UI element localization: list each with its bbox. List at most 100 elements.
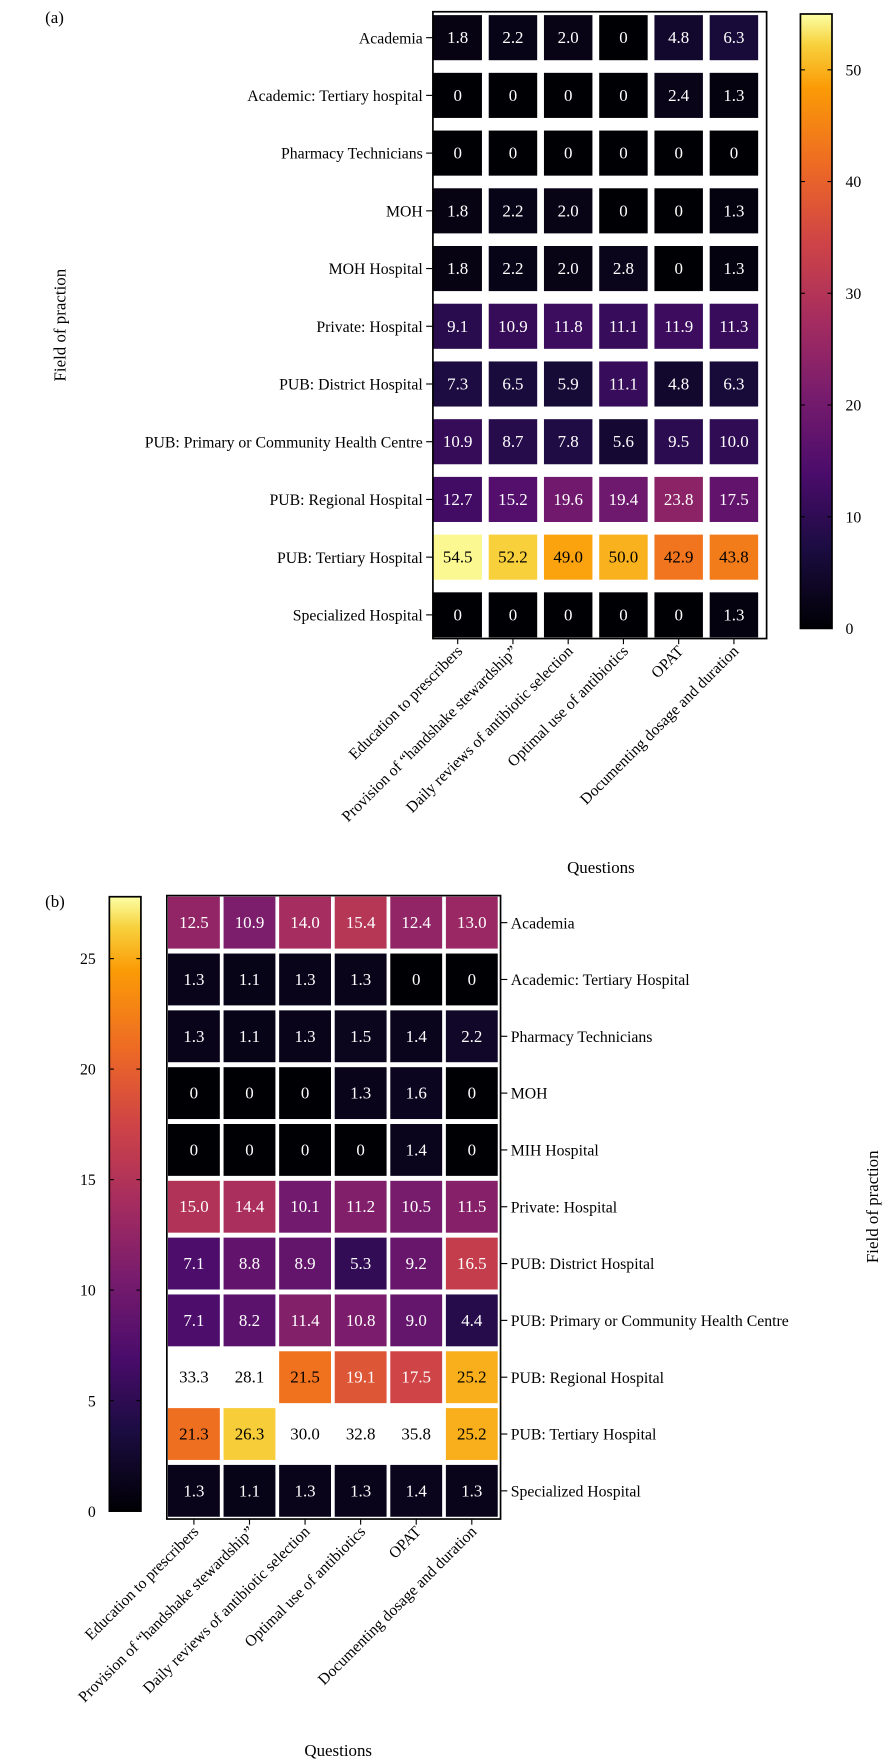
cell-value-label: 1.3	[294, 1027, 315, 1046]
heatmap-cell	[445, 1237, 498, 1290]
y-tick-label: Academia	[359, 30, 423, 47]
heatmap-cell	[433, 246, 482, 292]
panel-label: (b)	[45, 892, 65, 911]
heatmap-cell	[223, 1180, 276, 1233]
heatmap-cell	[390, 1464, 443, 1517]
cell-value-label: 8.9	[294, 1254, 315, 1273]
heatmap-cell	[334, 1351, 387, 1404]
heatmap-cell	[167, 896, 220, 949]
cell-value-label: 9.2	[406, 1254, 427, 1273]
cell-value-label: 8.8	[239, 1254, 260, 1273]
heatmap-cell	[709, 476, 759, 522]
cell-value-label: 5.9	[558, 374, 579, 393]
x-tick-label: OPAT	[648, 643, 687, 682]
cell-value-label: 1.3	[294, 1481, 315, 1500]
cell-value-label: 2.2	[502, 201, 523, 220]
cell-value-label: 25.2	[457, 1425, 487, 1444]
heatmap-panel-a: (a) 1.8 2.2 2.0 0 4.8 6.3 0 0 0 0 2.4 1.3 0 0 0 0 0 0 1.8 2.…	[45, 8, 861, 877]
cell-value-label: 11.4	[291, 1311, 321, 1330]
colorbar-tick-label: 30	[846, 286, 862, 303]
heatmap-cell	[279, 953, 331, 1006]
heatmap-cell	[654, 476, 703, 522]
y-tick-label: PUB: Regional Hospital	[511, 1370, 665, 1387]
cell-value-label: 49.0	[553, 548, 583, 567]
y-tick-label: MOH Hospital	[329, 261, 424, 278]
heatmap-cell	[167, 1123, 220, 1176]
heatmap-cell	[599, 15, 648, 61]
heatmap-cell	[433, 130, 482, 176]
heatmap-cell	[543, 476, 593, 522]
panel-label: (a)	[45, 8, 64, 27]
heatmap-cell	[488, 476, 538, 522]
heatmap-cell	[709, 130, 759, 176]
heatmap-cell	[543, 303, 593, 349]
heatmap-cell	[334, 1180, 387, 1233]
heatmap-cell	[433, 303, 482, 349]
cell-value-label: 12.4	[401, 913, 431, 932]
heatmap-cell	[334, 1067, 387, 1120]
cell-value-label: 10.0	[719, 432, 749, 451]
cell-value-label: 23.8	[664, 490, 694, 509]
colorbar-tick-label: 20	[846, 398, 862, 415]
heatmap-cell	[488, 15, 538, 61]
cell-value-label: 16.5	[457, 1254, 487, 1273]
heatmap-cell	[488, 419, 538, 465]
cell-value-label: 11.8	[554, 317, 583, 336]
cell-value-label: 1.3	[461, 1481, 482, 1500]
cell-value-label: 10.9	[235, 913, 265, 932]
cell-value-label: 1.3	[723, 605, 744, 624]
cell-value-label: 11.1	[609, 317, 638, 336]
heatmap-cell	[488, 246, 538, 292]
cell-value-label: 21.5	[290, 1368, 320, 1387]
colorbar	[799, 13, 833, 630]
cell-value-label: 5.3	[350, 1254, 371, 1273]
heatmap-cell	[654, 188, 703, 234]
x-axis-title: Questions	[567, 858, 635, 877]
heatmap-cell	[223, 896, 276, 949]
heatmap-cell	[709, 361, 759, 407]
heatmap-cell	[445, 1351, 498, 1404]
colorbar-tick-label: 0	[88, 1504, 96, 1521]
heatmap-cell	[709, 188, 759, 234]
cell-value-label: 0	[564, 86, 572, 105]
heatmap-cell	[167, 1408, 220, 1460]
heatmap-cell	[543, 246, 593, 292]
heatmap-cell	[279, 1180, 331, 1233]
cell-value-label: 0	[468, 1084, 476, 1103]
heatmap-cell	[334, 1294, 387, 1347]
cell-value-label: 7.1	[183, 1311, 204, 1330]
cell-value-label: 0	[674, 201, 682, 220]
heatmap-cell	[543, 592, 593, 638]
colorbar-tick-label: 10	[846, 509, 862, 526]
cell-value-label: 0	[453, 605, 461, 624]
cell-value-label: 6.3	[723, 374, 744, 393]
heatmap-cell	[599, 72, 648, 118]
heatmap-cell	[390, 896, 443, 949]
heatmap-cell	[167, 1237, 220, 1290]
cell-value-label: 1.4	[406, 1027, 428, 1046]
heatmap-cell	[488, 361, 538, 407]
cell-value-label: 1.3	[294, 970, 315, 989]
heatmap-cell	[223, 1464, 276, 1517]
cell-value-label: 30.0	[290, 1425, 320, 1444]
cell-value-label: 7.8	[558, 432, 579, 451]
cell-value-label: 14.0	[290, 913, 320, 932]
heatmap-cell	[654, 15, 703, 61]
cell-value-label: 1.3	[183, 970, 204, 989]
cell-value-label: 2.0	[558, 201, 579, 220]
heatmap-cell	[167, 1067, 220, 1120]
heatmap-cell	[279, 1464, 331, 1517]
cell-value-label: 0	[190, 1140, 198, 1159]
y-tick-label: MOH	[386, 203, 423, 220]
heatmap-cell	[390, 1294, 443, 1347]
cell-value-label: 0	[356, 1140, 364, 1159]
colorbar-tick-label: 20	[80, 1062, 96, 1079]
cell-value-label: 14.4	[235, 1197, 265, 1216]
cell-value-label: 0	[619, 144, 627, 163]
heatmap-cell	[390, 1123, 443, 1176]
cell-value-label: 2.2	[461, 1027, 482, 1046]
y-axis-title: Field of praction	[50, 268, 69, 381]
cell-value-label: 9.5	[668, 432, 689, 451]
colorbar-tick-label: 40	[846, 174, 862, 191]
cell-value-label: 1.6	[406, 1084, 427, 1103]
